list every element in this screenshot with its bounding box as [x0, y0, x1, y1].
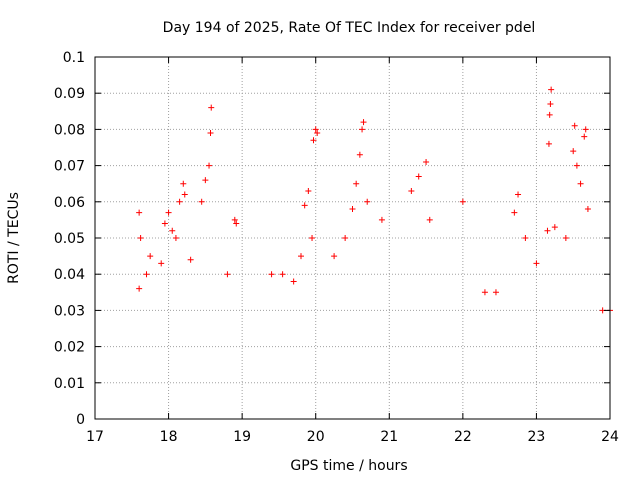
y-axis-label: ROTI / TECUs	[6, 192, 22, 284]
data-point	[547, 101, 554, 108]
data-point	[573, 162, 580, 169]
data-point	[533, 260, 540, 267]
y-tick-label: 0.01	[54, 376, 85, 392]
data-point	[584, 206, 591, 213]
data-point	[522, 235, 529, 241]
y-tick-label: 0	[76, 412, 85, 428]
plot-frame	[94, 56, 611, 420]
data-point	[481, 289, 488, 296]
x-tick-label: 23	[528, 429, 546, 445]
data-point	[408, 187, 415, 194]
data-point	[207, 130, 214, 137]
y-tick-label: 0.07	[54, 159, 85, 175]
data-point	[570, 148, 577, 155]
data-point	[169, 227, 176, 234]
data-point	[290, 278, 297, 285]
y-tick-label: 0.09	[54, 86, 85, 102]
data-point	[562, 235, 569, 241]
data-point	[342, 235, 349, 241]
data-point	[581, 133, 588, 140]
data-point	[143, 271, 150, 278]
y-tick-label: 0.05	[54, 231, 85, 247]
data-point	[202, 177, 209, 184]
data-point	[181, 191, 188, 198]
data-point	[136, 209, 143, 216]
data-point	[136, 285, 143, 292]
x-tick-label: 24	[601, 429, 619, 445]
data-point	[360, 119, 367, 126]
data-point	[298, 253, 304, 260]
data-point	[359, 126, 366, 133]
grid-lines	[94, 56, 611, 420]
data-point	[349, 206, 356, 213]
y-tick-labels: 0 0.01 0.02 0.03 0.04 0.05 0.06 0.07 0.08 0.09 0.1	[54, 50, 85, 428]
data-point	[492, 289, 499, 296]
data-point	[582, 126, 589, 133]
data-point	[544, 227, 551, 234]
data-point	[546, 111, 553, 118]
data-point	[423, 158, 430, 165]
data-point	[511, 209, 518, 216]
data-point	[310, 137, 317, 144]
data-point	[180, 180, 187, 187]
data-point	[353, 180, 360, 187]
data-point	[198, 198, 205, 205]
x-tick-label: 22	[454, 429, 472, 445]
x-tick-label: 17	[86, 429, 104, 445]
data-point	[268, 271, 275, 278]
data-point	[545, 140, 552, 147]
data-point	[172, 235, 179, 241]
x-tick-label: 20	[307, 429, 325, 445]
data-point	[176, 198, 183, 205]
y-tick-label: 0.06	[54, 195, 85, 211]
data-point	[158, 260, 165, 267]
data-point	[515, 191, 522, 198]
data-point	[147, 253, 154, 260]
y-tick-label: 0.1	[63, 50, 85, 66]
data-point	[309, 235, 316, 241]
data-point	[364, 198, 371, 205]
data-point	[548, 86, 555, 93]
y-tick-label: 0.03	[54, 303, 85, 319]
data-point	[161, 220, 168, 227]
data-point	[331, 253, 338, 260]
data-point	[312, 126, 319, 133]
data-point	[426, 216, 433, 223]
data-point	[577, 180, 584, 187]
data-point	[415, 173, 422, 180]
chart-title: Day 194 of 2025, Rate Of TEC Index for r…	[163, 20, 536, 36]
x-tick-label: 18	[160, 429, 178, 445]
data-point	[378, 216, 385, 223]
x-tick-labels: 17 18 19 20 21 22 23 24	[86, 429, 619, 445]
data-point	[233, 220, 240, 227]
data-point	[305, 187, 312, 194]
data-point	[301, 202, 308, 209]
axis-ticks	[94, 56, 611, 420]
data-point	[187, 256, 194, 263]
data-point	[356, 151, 363, 158]
data-point	[137, 235, 144, 241]
data-point	[231, 216, 238, 223]
roti-points	[136, 86, 613, 314]
data-point	[208, 104, 215, 111]
y-tick-label: 0.04	[54, 267, 85, 283]
data-point	[224, 271, 231, 278]
data-point	[571, 122, 578, 129]
x-tick-label: 19	[233, 429, 251, 445]
x-tick-label: 21	[380, 429, 398, 445]
data-point	[165, 209, 172, 216]
y-tick-label: 0.08	[54, 122, 85, 138]
data-point	[314, 130, 321, 137]
y-tick-label: 0.02	[54, 340, 85, 356]
data-point	[459, 198, 466, 205]
x-axis-label: GPS time / hours	[290, 458, 407, 474]
data-point	[279, 271, 286, 278]
data-point	[206, 162, 213, 169]
data-point	[551, 224, 558, 231]
